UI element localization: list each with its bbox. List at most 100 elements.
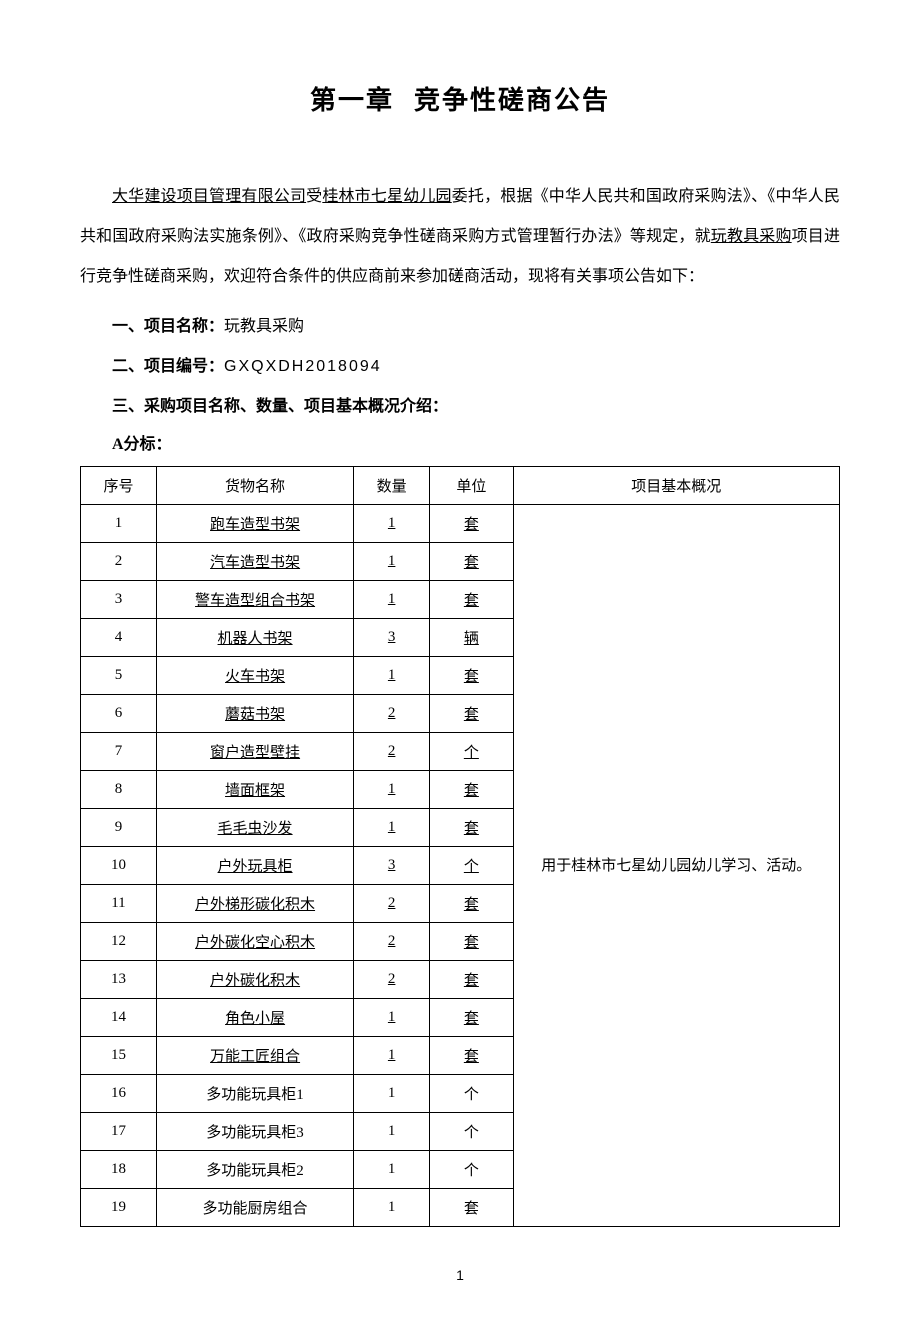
cell-name: 多功能玩具柜3 [156,1113,353,1151]
cell-qty: 1 [354,999,430,1037]
chapter-heading: 竞争性磋商公告 [414,86,610,115]
cell-name: 户外玩具柜 [156,847,353,885]
cell-name: 毛毛虫沙发 [156,809,353,847]
cell-seq: 12 [81,923,157,961]
th-seq: 序号 [81,467,157,505]
cell-name: 户外碳化空心积木 [156,923,353,961]
section-2: 二、项目编号：GXQXDH2018094 [80,347,840,387]
cell-qty: 2 [354,733,430,771]
cell-seq: 9 [81,809,157,847]
section-3: 三、采购项目名称、数量、项目基本概况介绍： [80,387,840,427]
cell-unit: 辆 [430,619,513,657]
cell-qty: 2 [354,695,430,733]
cell-name: 多功能玩具柜1 [156,1075,353,1113]
cell-unit: 套 [430,923,513,961]
cell-unit: 套 [430,885,513,923]
cell-name: 蘑菇书架 [156,695,353,733]
section-3-label: 三、采购项目名称、数量、项目基本概况介绍： [112,398,448,415]
cell-qty: 1 [354,809,430,847]
items-table: 序号 货物名称 数量 单位 项目基本概况 1跑车造型书架1套用于桂林市七星幼儿园… [80,466,840,1227]
cell-seq: 15 [81,1037,157,1075]
cell-seq: 13 [81,961,157,999]
section-1-label: 一、项目名称： [112,318,224,335]
cell-qty: 2 [354,961,430,999]
section-2-value: GXQXDH2018094 [224,358,382,375]
cell-name: 万能工匠组合 [156,1037,353,1075]
cell-qty: 1 [354,505,430,543]
section-2-label: 二、项目编号： [112,358,224,375]
cell-unit: 套 [430,961,513,999]
cell-unit: 套 [430,999,513,1037]
project-ref: 玩教具采购 [711,228,792,245]
cell-seq: 2 [81,543,157,581]
cell-name: 跑车造型书架 [156,505,353,543]
owner-name: 桂林市七星幼儿园 [322,188,451,205]
cell-seq: 5 [81,657,157,695]
table-header-row: 序号 货物名称 数量 单位 项目基本概况 [81,467,840,505]
cell-name: 窗户造型壁挂 [156,733,353,771]
cell-seq: 4 [81,619,157,657]
th-name: 货物名称 [156,467,353,505]
cell-unit: 套 [430,809,513,847]
cell-name: 火车书架 [156,657,353,695]
cell-name: 户外碳化积木 [156,961,353,999]
a-lot-text: A分标： [112,436,172,453]
cell-qty: 1 [354,581,430,619]
cell-name: 警车造型组合书架 [156,581,353,619]
intro-text: 受 [306,188,322,205]
cell-qty: 3 [354,847,430,885]
cell-qty: 1 [354,1037,430,1075]
cell-unit: 个 [430,733,513,771]
cell-seq: 14 [81,999,157,1037]
intro-paragraph: 大华建设项目管理有限公司受桂林市七星幼儿园委托，根据《中华人民共和国政府采购法》… [80,177,840,297]
cell-unit: 套 [430,543,513,581]
cell-seq: 18 [81,1151,157,1189]
cell-name: 户外梯形碳化积木 [156,885,353,923]
cell-seq: 11 [81,885,157,923]
cell-qty: 1 [354,771,430,809]
chapter-title: 第一章竞争性磋商公告 [80,80,840,117]
chapter-label: 第一章 [310,86,394,115]
cell-qty: 1 [354,543,430,581]
cell-qty: 2 [354,923,430,961]
cell-seq: 16 [81,1075,157,1113]
cell-unit: 套 [430,581,513,619]
section-1-value: 玩教具采购 [224,318,304,335]
cell-unit: 套 [430,505,513,543]
cell-unit: 个 [430,1151,513,1189]
th-desc: 项目基本概况 [513,467,839,505]
cell-unit: 个 [430,847,513,885]
cell-qty: 1 [354,1113,430,1151]
cell-qty: 3 [354,619,430,657]
cell-qty: 2 [354,885,430,923]
agent-name: 大华建设项目管理有限公司 [112,188,306,205]
cell-name: 角色小屋 [156,999,353,1037]
cell-seq: 1 [81,505,157,543]
cell-seq: 6 [81,695,157,733]
cell-name: 墙面框架 [156,771,353,809]
section-1: 一、项目名称：玩教具采购 [80,307,840,347]
cell-name: 多功能厨房组合 [156,1189,353,1227]
table-row: 1跑车造型书架1套用于桂林市七星幼儿园幼儿学习、活动。 [81,505,840,543]
cell-name: 多功能玩具柜2 [156,1151,353,1189]
cell-unit: 套 [430,695,513,733]
cell-seq: 17 [81,1113,157,1151]
cell-unit: 套 [430,771,513,809]
cell-seq: 8 [81,771,157,809]
th-qty: 数量 [354,467,430,505]
cell-seq: 3 [81,581,157,619]
cell-seq: 10 [81,847,157,885]
cell-unit: 个 [430,1113,513,1151]
cell-unit: 套 [430,657,513,695]
th-unit: 单位 [430,467,513,505]
cell-qty: 1 [354,1151,430,1189]
cell-unit: 个 [430,1075,513,1113]
cell-unit: 套 [430,1189,513,1227]
cell-qty: 1 [354,1075,430,1113]
cell-desc: 用于桂林市七星幼儿园幼儿学习、活动。 [513,505,839,1227]
cell-seq: 19 [81,1189,157,1227]
cell-name: 机器人书架 [156,619,353,657]
cell-name: 汽车造型书架 [156,543,353,581]
a-lot-label: A分标： [80,427,840,462]
cell-seq: 7 [81,733,157,771]
